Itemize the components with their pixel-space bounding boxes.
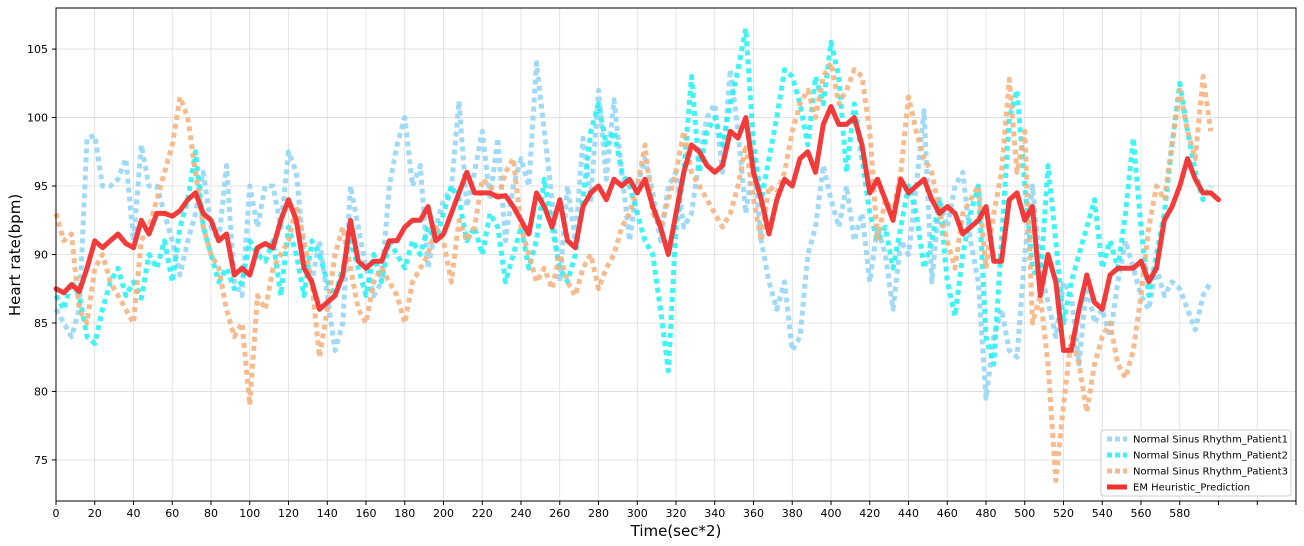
x-tick-label: 440 — [898, 507, 919, 520]
legend-box — [1100, 429, 1292, 497]
legend-label: EM Heuristic_Prediction — [1133, 483, 1250, 494]
series-layer — [53, 26, 1221, 483]
x-tick-label: 360 — [743, 507, 764, 520]
legend-label: Normal Sinus Rhythm_Patient3 — [1133, 467, 1288, 478]
x-tick-label: 100 — [239, 507, 260, 520]
x-tick-label: 540 — [1092, 507, 1113, 520]
y-tick-label: 80 — [34, 385, 48, 398]
x-tick-label: 420 — [859, 507, 880, 520]
x-tick-label: 60 — [165, 507, 179, 520]
x-tick-label: 340 — [704, 507, 725, 520]
x-tick-label: 80 — [204, 507, 218, 520]
x-tick-label: 380 — [782, 507, 803, 520]
x-tick-label: 460 — [937, 507, 958, 520]
y-tick-label: 90 — [34, 249, 48, 262]
x-tick-label: 120 — [278, 507, 299, 520]
x-axis-title: Time(sec*2) — [630, 522, 722, 540]
series-line-3 — [53, 60, 1214, 483]
y-tick-label: 95 — [34, 180, 48, 193]
x-tick-label: 180 — [394, 507, 415, 520]
x-tick-label: 200 — [433, 507, 454, 520]
legend-label: Normal Sinus Rhythm_Patient2 — [1133, 451, 1288, 462]
y-axis-title: Heart rate(bpm) — [6, 194, 24, 316]
series-line-2 — [53, 26, 1213, 374]
x-tick-label: 20 — [88, 507, 102, 520]
x-tick-label: 580 — [1169, 507, 1190, 520]
x-tick-label: 280 — [588, 507, 609, 520]
x-tick-label: 500 — [1014, 507, 1035, 520]
x-tick-label: 300 — [627, 507, 648, 520]
x-tick-label: 320 — [666, 507, 687, 520]
y-tick-label: 105 — [27, 43, 48, 56]
y-tick-label: 85 — [34, 317, 48, 330]
series-line-1 — [53, 60, 1213, 401]
x-tick-label: 520 — [1053, 507, 1074, 520]
y-tick-label: 100 — [27, 112, 48, 125]
x-tick-label: 0 — [53, 507, 60, 520]
x-tick-label: 160 — [356, 507, 377, 520]
x-tick-label: 400 — [821, 507, 842, 520]
axes: 0 20 40 60 80 100 120 140 160 180 200 220 240 260 280 3… — [27, 7, 1297, 520]
x-tick-label: 140 — [317, 507, 338, 520]
x-tick-label: 480 — [976, 507, 997, 520]
x-tick-label: 240 — [511, 507, 532, 520]
x-tick-label: 260 — [549, 507, 570, 520]
legend: Normal Sinus Rhythm_Patient1 Normal Sinus… — [1100, 429, 1292, 497]
y-tick-label: 75 — [34, 454, 48, 467]
x-tick-label: 560 — [1131, 507, 1152, 520]
x-tick-label: 220 — [472, 507, 493, 520]
series-line-4 — [53, 104, 1221, 353]
x-tick-label: 40 — [127, 507, 141, 520]
legend-label: Normal Sinus Rhythm_Patient1 — [1133, 435, 1288, 446]
